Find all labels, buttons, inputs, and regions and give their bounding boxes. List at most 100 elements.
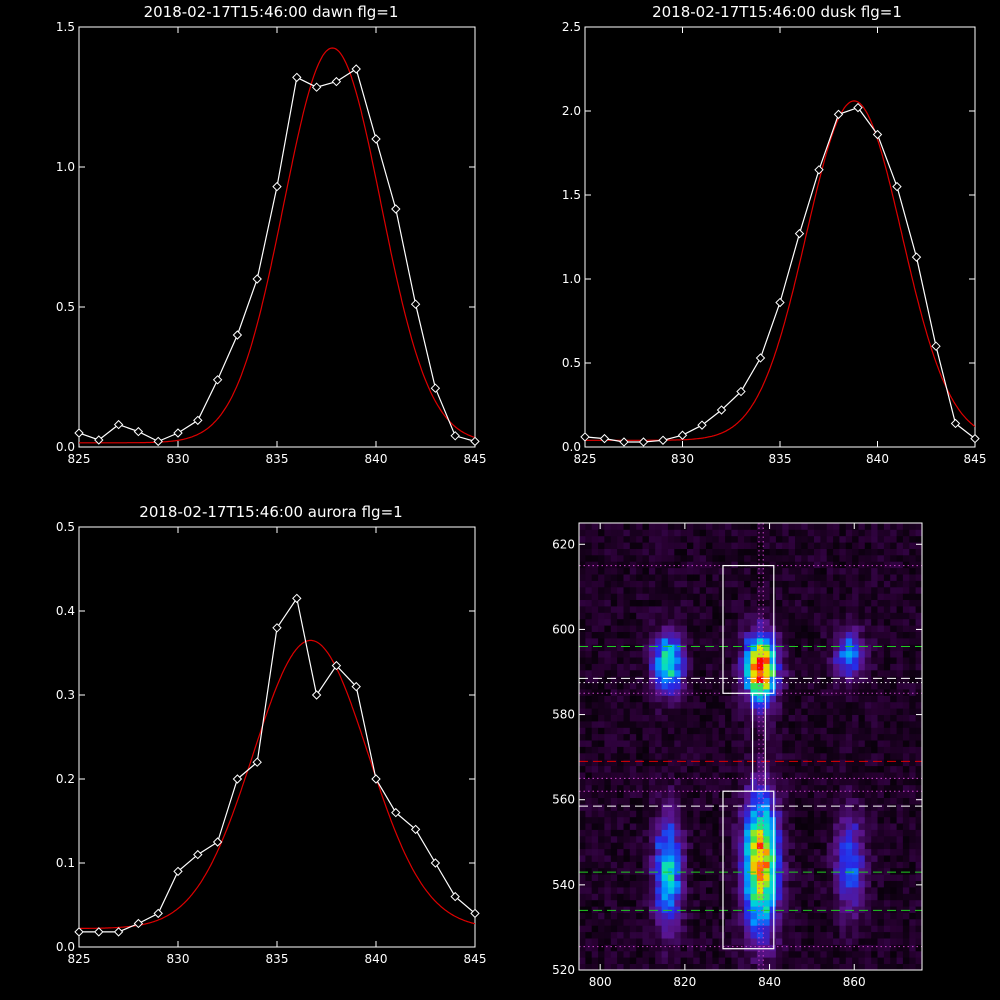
heatmap-cell xyxy=(744,861,751,869)
heatmap-cell xyxy=(706,740,713,747)
heatmap-cell xyxy=(750,784,758,792)
heatmap-cell xyxy=(782,861,790,869)
heatmap-cell xyxy=(839,637,847,645)
heatmap-cell xyxy=(902,963,910,971)
heatmap-cell xyxy=(604,554,612,562)
heatmap-cell xyxy=(725,542,732,549)
heatmap-cell xyxy=(814,829,821,837)
dusk-x-tick-label: 825 xyxy=(574,452,597,466)
heatmap-cell xyxy=(661,931,669,939)
heatmap-cell xyxy=(883,708,891,715)
heatmap-cell xyxy=(820,523,828,530)
heatmap-cell xyxy=(642,906,650,913)
heatmap-cell xyxy=(579,791,586,798)
heatmap-cell xyxy=(706,906,713,913)
heatmap-cell xyxy=(585,925,593,933)
heatmap-cell xyxy=(826,918,834,926)
heatmap-cell xyxy=(623,810,631,818)
heatmap-cell xyxy=(826,701,834,709)
heatmap-cell xyxy=(585,625,593,632)
heatmap-cell xyxy=(629,625,637,632)
heatmap-cell xyxy=(915,580,923,588)
heatmap-cell xyxy=(661,618,669,626)
heatmap-cell xyxy=(769,701,777,709)
heatmap-cell xyxy=(852,867,859,875)
heatmap-cell xyxy=(579,542,586,549)
heatmap-cell xyxy=(769,650,777,658)
heatmap-cell xyxy=(731,593,739,600)
heatmap-cell xyxy=(680,733,688,741)
heatmap-cell xyxy=(667,925,675,933)
heatmap-cell xyxy=(845,657,853,664)
heatmap-cell xyxy=(858,874,866,881)
heatmap-cell xyxy=(661,701,669,709)
heatmap-cell xyxy=(890,887,897,894)
heatmap-cell xyxy=(693,835,701,843)
heatmap-cell xyxy=(731,644,739,652)
heatmap-cell xyxy=(642,797,650,805)
heatmap-cell xyxy=(744,765,751,773)
heatmap-cell xyxy=(636,810,643,818)
heatmap-cell xyxy=(699,835,707,843)
heatmap-cell xyxy=(636,893,643,901)
heatmap-cell xyxy=(731,772,739,779)
heatmap-cell xyxy=(890,606,897,613)
heatmap-cell xyxy=(839,554,847,562)
heatmap-cell xyxy=(750,810,758,818)
heatmap-cell xyxy=(674,950,682,958)
heatmap-cell xyxy=(623,606,631,613)
heatmap-cell xyxy=(852,721,859,728)
heatmap-cell xyxy=(814,593,821,600)
heatmap-cell xyxy=(750,867,758,875)
heatmap-cell xyxy=(795,867,802,875)
heatmap-cell xyxy=(648,893,656,901)
heatmap-cell xyxy=(864,586,872,594)
heatmap-cell xyxy=(591,721,599,728)
heatmap-cell xyxy=(852,835,859,843)
heatmap-cell xyxy=(852,784,859,792)
heatmap-cell xyxy=(642,804,650,811)
heatmap-cell xyxy=(718,810,726,818)
heatmap-cell xyxy=(756,752,764,760)
heatmap-cell xyxy=(839,644,847,652)
heatmap-cell xyxy=(687,931,694,939)
heatmap-cell xyxy=(845,912,853,920)
heatmap-cell xyxy=(801,874,809,881)
heatmap-cell xyxy=(890,772,897,779)
heatmap-cell xyxy=(902,867,910,875)
heatmap-cell xyxy=(902,580,910,588)
heatmap-cell xyxy=(699,580,707,588)
heatmap-cell xyxy=(725,593,732,600)
heatmap-cell xyxy=(744,708,751,715)
heatmap-cell xyxy=(642,887,650,894)
heatmap-cell xyxy=(725,867,732,875)
heatmap-cell xyxy=(814,625,821,632)
heatmap-cell xyxy=(706,918,713,926)
heatmap-cell xyxy=(655,695,662,703)
heatmap-cell xyxy=(617,804,624,811)
heatmap-cell xyxy=(737,944,745,952)
heatmap-cell xyxy=(864,618,872,626)
heatmap-cell xyxy=(807,657,815,664)
heatmap-cell xyxy=(909,733,917,741)
heatmap-cell xyxy=(845,625,853,632)
heatmap-cell xyxy=(712,931,720,939)
heatmap-cell xyxy=(909,899,917,907)
heatmap-cell xyxy=(750,535,758,543)
heatmap-cell xyxy=(890,727,897,735)
heatmap-cell xyxy=(763,631,770,639)
heatmap-cell xyxy=(775,618,783,626)
heatmap-cell xyxy=(604,861,612,869)
heatmap-cell xyxy=(890,810,897,818)
heatmap-cell xyxy=(839,714,847,722)
heatmap-cell xyxy=(667,950,675,958)
heatmap-cell xyxy=(820,887,828,894)
heatmap-cell xyxy=(731,612,739,620)
heatmap-cell xyxy=(712,561,720,569)
heatmap-cell xyxy=(915,561,923,569)
heatmap-cell xyxy=(636,797,643,805)
heatmap-cell xyxy=(610,944,618,952)
heatmap-cell xyxy=(610,682,618,690)
heatmap-cell xyxy=(852,695,859,703)
heatmap-cell xyxy=(826,899,834,907)
